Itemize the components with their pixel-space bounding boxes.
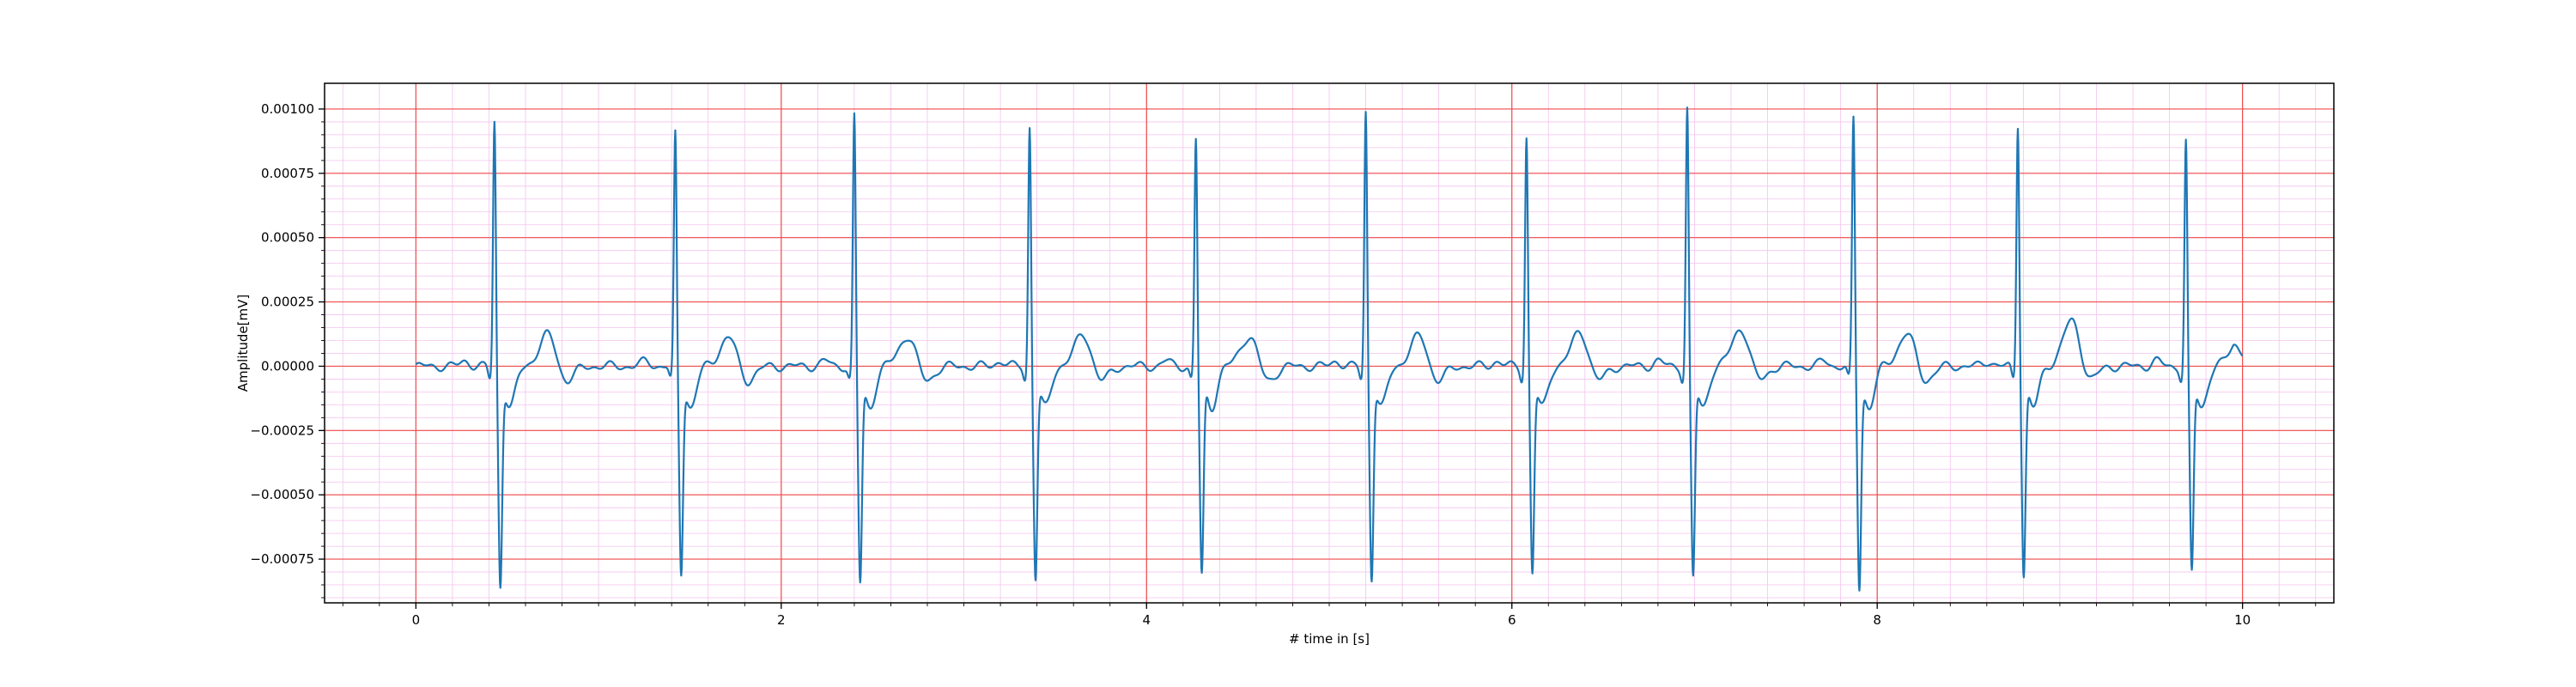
series-layer: [415, 106, 2244, 592]
y-tick-label: 0.00100: [261, 101, 314, 117]
x-tick-label: 4: [1142, 612, 1151, 628]
y-axis-title: Amplitude[mV]: [235, 295, 251, 392]
x-tick-label: 6: [1508, 612, 1516, 628]
x-tick-label: 2: [777, 612, 786, 628]
y-tick-label: −0.00050: [250, 487, 314, 502]
y-axis-ticks: 0.00100 0.00075 0.00050 0.00025 0.00000 −0.00…: [250, 101, 325, 599]
y-tick-label: −0.00025: [250, 423, 314, 438]
y-tick-label: 0.00025: [261, 295, 314, 310]
x-axis-ticks: 0 2 4 6 8 10: [342, 603, 2317, 628]
y-tick-label: 0.00075: [261, 166, 314, 181]
x-tick-label: 8: [1873, 612, 1881, 628]
y-tick-label: 0.00000: [261, 358, 314, 374]
y-tick-label: 0.00050: [261, 230, 314, 246]
y-tick-label: −0.00075: [250, 551, 314, 567]
x-tick-label: 0: [412, 612, 421, 628]
ecg-series-line: [415, 106, 2244, 592]
x-tick-label: 10: [2234, 612, 2251, 628]
x-axis-title: # time in [s]: [1289, 631, 1370, 647]
